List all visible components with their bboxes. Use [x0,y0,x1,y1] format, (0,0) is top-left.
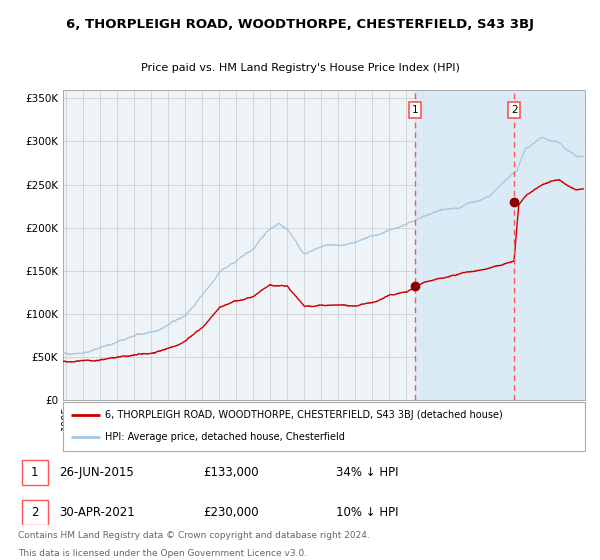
Text: 34% ↓ HPI: 34% ↓ HPI [336,466,398,479]
FancyBboxPatch shape [63,402,585,451]
Text: 2: 2 [511,105,517,115]
Text: HPI: Average price, detached house, Chesterfield: HPI: Average price, detached house, Ches… [105,432,344,442]
Bar [415,90,585,400]
Text: 2: 2 [31,506,38,519]
Text: 6, THORPLEIGH ROAD, WOODTHORPE, CHESTERFIELD, S43 3BJ: 6, THORPLEIGH ROAD, WOODTHORPE, CHESTERF… [66,18,534,31]
Text: £133,000: £133,000 [203,466,259,479]
Text: 1: 1 [412,105,418,115]
Text: 6, THORPLEIGH ROAD, WOODTHORPE, CHESTERFIELD, S43 3BJ (detached house): 6, THORPLEIGH ROAD, WOODTHORPE, CHESTERF… [105,410,503,420]
Text: £230,000: £230,000 [203,506,259,519]
FancyBboxPatch shape [22,500,48,525]
FancyBboxPatch shape [22,460,48,485]
Text: Contains HM Land Registry data © Crown copyright and database right 2024.: Contains HM Land Registry data © Crown c… [18,531,370,540]
Text: 30-APR-2021: 30-APR-2021 [59,506,135,519]
Text: This data is licensed under the Open Government Licence v3.0.: This data is licensed under the Open Gov… [18,549,307,558]
Text: 26-JUN-2015: 26-JUN-2015 [59,466,134,479]
Text: 10% ↓ HPI: 10% ↓ HPI [336,506,398,519]
Text: 1: 1 [31,466,38,479]
Text: Price paid vs. HM Land Registry's House Price Index (HPI): Price paid vs. HM Land Registry's House … [140,63,460,73]
